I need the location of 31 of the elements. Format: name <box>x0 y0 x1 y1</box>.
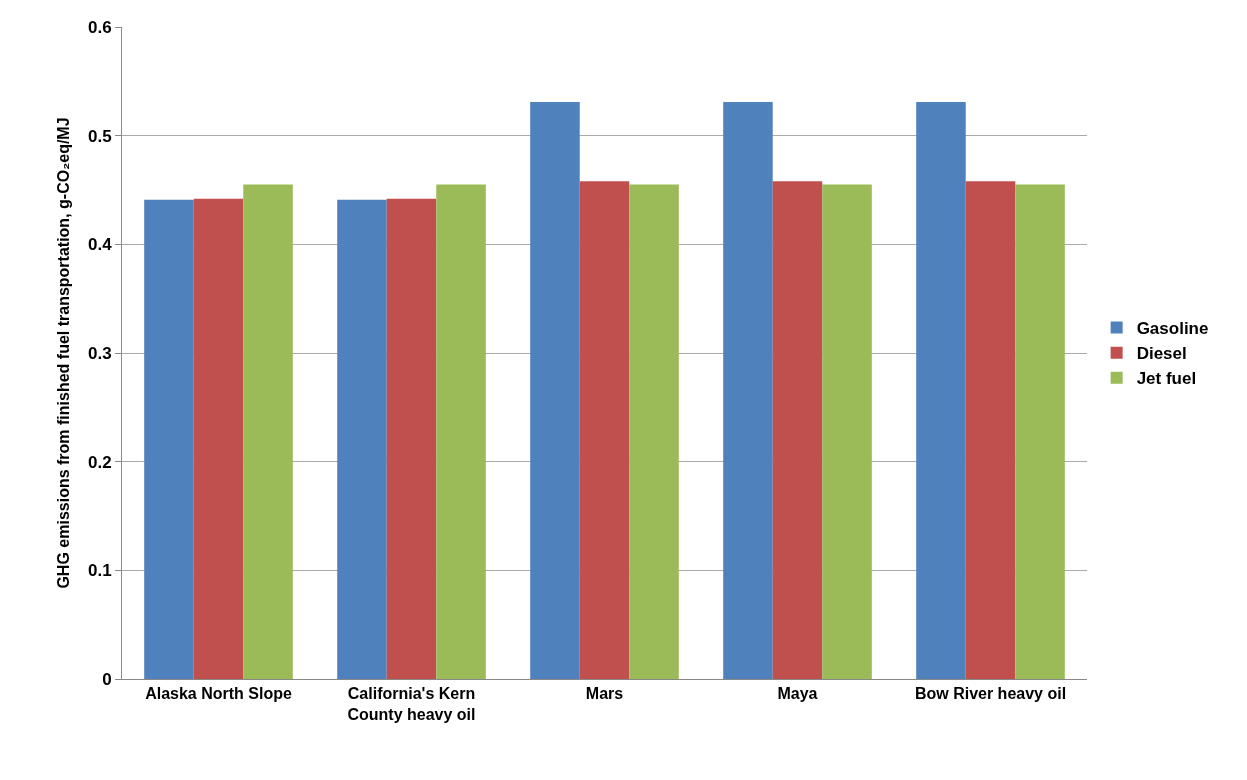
bar <box>193 198 244 679</box>
bar <box>386 198 437 679</box>
x-tick-label: California's Kern County heavy oil <box>347 685 476 723</box>
bar <box>436 184 486 679</box>
legend-label: Jet fuel <box>1136 369 1197 389</box>
x-tick-label: Alaska North Slope <box>145 685 292 703</box>
y-tick-label: 0.2 <box>87 452 112 472</box>
bar <box>1015 184 1065 679</box>
y-tick-label: 0.5 <box>87 126 112 146</box>
y-tick-label: 0.3 <box>87 343 112 363</box>
bar <box>530 101 580 679</box>
bar <box>243 184 293 679</box>
bar <box>772 181 823 679</box>
y-tick-label: 0.1 <box>87 561 112 581</box>
bar <box>629 184 679 679</box>
x-tick-label: Mars <box>585 685 624 703</box>
legend-label: Gasoline <box>1136 319 1209 339</box>
y-tick-label: 0.6 <box>87 17 112 37</box>
bar <box>579 181 630 679</box>
bar <box>723 101 773 679</box>
bar <box>144 199 194 679</box>
y-axis-title: GHG emissions from finished fuel transportation, g-CO₂eq/MJ <box>54 117 72 589</box>
x-tick-label: Bow River heavy oil <box>914 685 1067 703</box>
y-tick-label: 0 <box>102 669 112 689</box>
legend-label: Diesel <box>1136 344 1187 364</box>
bar <box>965 181 1016 679</box>
bar <box>916 101 966 679</box>
x-tick-label: Maya <box>777 685 818 703</box>
bar <box>337 199 387 679</box>
y-tick-label: 0.4 <box>87 235 113 255</box>
bar <box>822 184 872 679</box>
